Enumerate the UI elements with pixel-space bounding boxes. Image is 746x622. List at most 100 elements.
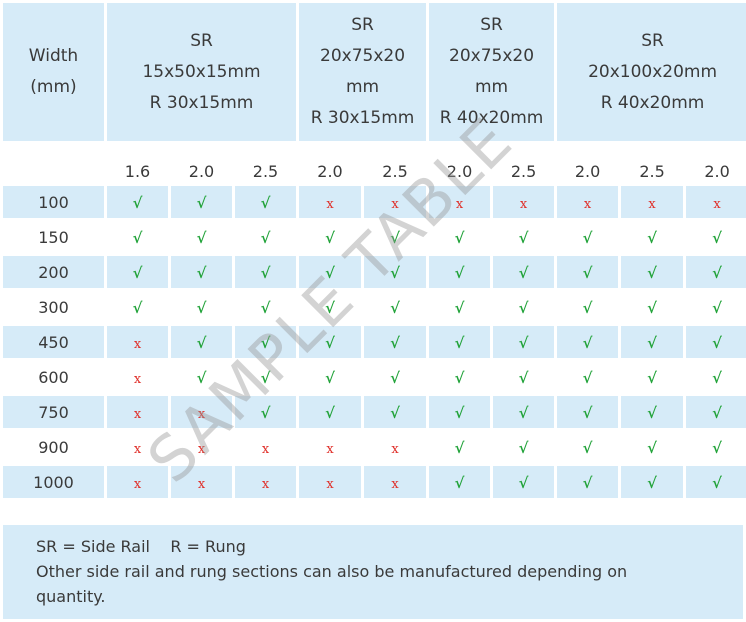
check-icon: √ xyxy=(647,333,657,352)
table-row: 100 √ √ √ x x x x x x x xyxy=(3,186,746,218)
check-icon: √ xyxy=(647,228,657,247)
thickness-label: 2.0 xyxy=(704,162,730,181)
check-icon: √ xyxy=(712,228,722,247)
check-icon: √ xyxy=(325,228,335,247)
mark-cell: √ xyxy=(493,466,555,498)
mark-cell: √ xyxy=(235,186,297,218)
check-icon: √ xyxy=(582,403,593,422)
check-icon: √ xyxy=(132,228,143,247)
mark-cell: √ xyxy=(493,326,555,358)
width-cell: 100 xyxy=(3,186,104,218)
thickness-label: 2.5 xyxy=(639,162,665,181)
mark-cell: √ xyxy=(493,291,554,323)
mark-cell: √ xyxy=(107,186,168,218)
mark-cell: √ xyxy=(686,396,746,428)
check-icon: √ xyxy=(196,333,207,352)
mark-cell: √ xyxy=(557,221,618,253)
width-cell: 600 xyxy=(38,367,69,387)
width-cell: 200 xyxy=(3,256,104,288)
cross-icon: x xyxy=(261,441,270,457)
check-icon: √ xyxy=(260,228,271,247)
check-icon: √ xyxy=(712,263,722,282)
thickness-blank xyxy=(3,144,104,183)
thickness-label: 2.0 xyxy=(188,162,215,181)
check-icon: √ xyxy=(196,298,207,317)
width-cell: 750 xyxy=(3,396,104,428)
check-icon: √ xyxy=(582,333,593,352)
check-icon: √ xyxy=(454,473,465,492)
mark-cell: √ xyxy=(621,291,683,323)
check-icon: √ xyxy=(518,333,529,352)
check-icon: √ xyxy=(712,333,722,352)
mark-cell: √ xyxy=(171,186,232,218)
mark-cell: √ xyxy=(493,361,554,393)
mark-cell: √ xyxy=(621,326,684,358)
mark-cell: √ xyxy=(493,221,554,253)
mark-cell: √ xyxy=(429,361,490,393)
check-icon: √ xyxy=(712,473,722,492)
mark-cell: √ xyxy=(429,291,490,323)
mark-cell: √ xyxy=(557,396,619,428)
table-row: 1000 x x x x x √ √ √ √ √ xyxy=(3,466,746,498)
check-icon: √ xyxy=(647,298,657,317)
check-icon: √ xyxy=(582,228,593,247)
mark-cell: √ xyxy=(493,256,555,288)
mark-cell: √ xyxy=(557,291,618,323)
mark-cell: √ xyxy=(493,431,554,463)
mark-cell: √ xyxy=(235,326,297,358)
check-icon: √ xyxy=(390,333,400,352)
mark-cell: x xyxy=(557,186,619,218)
check-icon: √ xyxy=(582,368,593,387)
thickness-label: 2.0 xyxy=(574,162,601,181)
check-icon: √ xyxy=(582,263,593,282)
width-cell: 150 xyxy=(38,227,69,247)
mark-cell: x xyxy=(107,466,168,498)
mark-cell: √ xyxy=(557,361,618,393)
check-icon: √ xyxy=(712,438,722,457)
mark-cell: x xyxy=(235,431,296,463)
check-icon: √ xyxy=(454,368,465,387)
check-icon: √ xyxy=(518,403,529,422)
mark-cell: √ xyxy=(171,221,232,253)
mark-cell: x xyxy=(107,396,168,428)
check-icon: √ xyxy=(647,403,657,422)
mark-cell: √ xyxy=(364,221,426,253)
check-icon: √ xyxy=(518,368,529,387)
footnote-text: Other side rail and rung sections can al… xyxy=(36,562,628,581)
mark-cell: √ xyxy=(686,256,746,288)
check-icon: √ xyxy=(260,298,271,317)
cross-icon: x xyxy=(455,196,464,212)
group-header-1: SR 15x50x15mm R 30x15mm xyxy=(107,3,297,141)
header-row: Width (mm) SR 15x50x15mm R 30x15mm SR 20… xyxy=(3,3,746,141)
thickness-row: 1.6 2.0 2.5 2.0 2.5 2.0 2.5 2.0 2.5 2.0 xyxy=(3,144,746,183)
thickness-label: 2.5 xyxy=(252,162,279,181)
mark-cell: √ xyxy=(107,291,168,323)
mark-cell: x xyxy=(107,326,168,358)
cross-icon: x xyxy=(197,406,206,422)
mark-cell: x xyxy=(621,186,684,218)
cross-icon: x xyxy=(648,196,656,212)
mark-cell: √ xyxy=(299,256,362,288)
check-icon: √ xyxy=(325,298,335,317)
mark-cell: √ xyxy=(686,326,746,358)
check-icon: √ xyxy=(390,298,400,317)
mark-cell: √ xyxy=(235,256,297,288)
check-icon: √ xyxy=(712,298,722,317)
cross-icon: x xyxy=(326,196,334,212)
mark-cell: x xyxy=(364,186,427,218)
mark-cell: √ xyxy=(235,361,296,393)
cross-icon: x xyxy=(133,476,142,492)
check-icon: √ xyxy=(196,368,207,387)
mark-cell: √ xyxy=(621,256,684,288)
mark-cell: √ xyxy=(493,396,555,428)
mark-cell: x xyxy=(493,186,555,218)
group-header-3: SR 20x75x20 mm R 40x20mm xyxy=(429,3,555,141)
mark-cell: √ xyxy=(171,256,232,288)
mark-cell: x xyxy=(364,466,427,498)
check-icon: √ xyxy=(390,403,400,422)
width-cell: 1000 xyxy=(3,466,104,498)
mark-cell: √ xyxy=(107,256,168,288)
check-icon: √ xyxy=(454,298,465,317)
check-icon: √ xyxy=(454,228,465,247)
mark-cell: √ xyxy=(621,431,683,463)
